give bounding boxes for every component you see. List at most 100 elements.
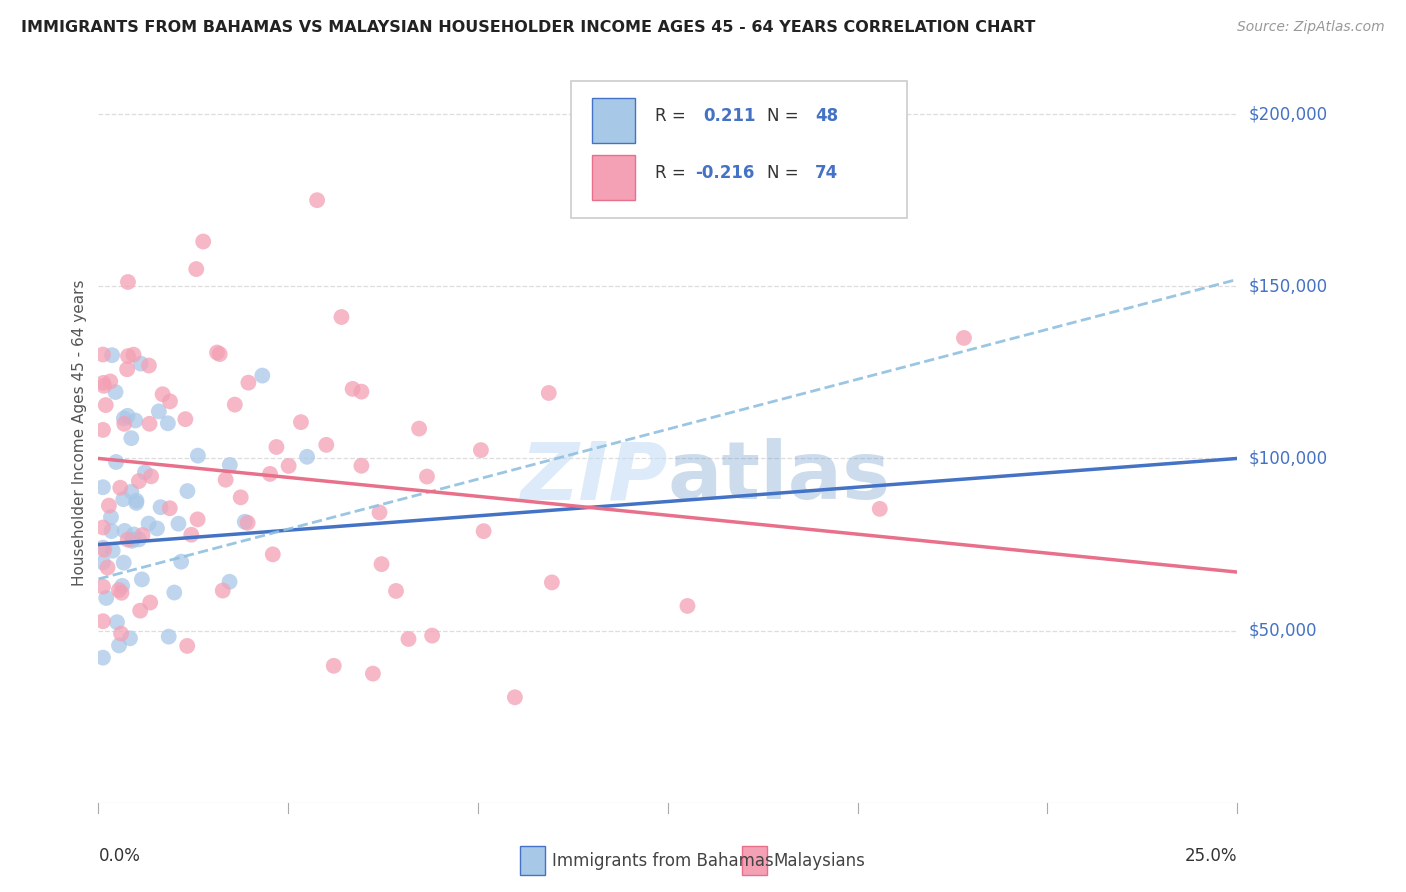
Point [125,493,148,508]
Point [128,533,150,547]
Point [361,666,384,681]
Point [146,521,169,535]
Point [98,375,121,389]
Point [122,527,145,541]
Point [170,555,193,569]
Point [205,345,228,359]
Point [342,382,364,396]
Point [138,516,160,531]
Point [112,556,135,570]
Point [101,348,124,362]
Point [295,450,318,464]
Point [277,458,299,473]
Point [218,574,240,589]
Point [108,582,131,597]
Point [350,384,373,399]
Point [157,630,180,644]
Point [139,469,162,483]
FancyBboxPatch shape [592,155,636,200]
Point [112,417,135,431]
Point [953,331,976,345]
Text: $100,000: $100,000 [1249,450,1327,467]
Point [541,575,564,590]
Point [94,398,117,412]
Point [91,580,114,594]
Text: N =: N = [766,108,804,126]
Text: -0.216: -0.216 [695,164,755,183]
Point [676,599,699,613]
Point [385,583,408,598]
Point [398,632,420,646]
Text: IMMIGRANTS FROM BAHAMAS VS MALAYSIAN HOUSEHOLDER INCOME AGES 45 - 64 YEARS CORRE: IMMIGRANTS FROM BAHAMAS VS MALAYSIAN HOU… [21,20,1035,35]
FancyBboxPatch shape [742,847,766,875]
Text: ZIP: ZIP [520,438,668,516]
Point [159,501,181,516]
Point [159,394,181,409]
Y-axis label: Householder Income Ages 45 - 64 years: Householder Income Ages 45 - 64 years [72,279,87,586]
Text: 0.211: 0.211 [703,108,755,126]
Point [180,527,202,541]
Point [112,492,135,507]
Point [290,415,312,429]
Point [129,357,152,371]
Text: atlas: atlas [668,438,891,516]
Point [134,466,156,480]
Point [93,542,115,557]
Text: 0.0%: 0.0% [98,847,141,865]
Point [163,585,186,599]
Point [115,362,138,376]
Point [91,480,114,494]
Point [121,533,143,548]
Text: Malaysians: Malaysians [773,852,866,870]
Point [869,501,891,516]
Point [176,484,198,499]
Point [108,639,131,653]
Point [187,449,209,463]
Point [167,516,190,531]
Point [208,347,231,361]
Point [112,411,135,425]
Point [156,417,179,431]
Point [266,440,288,454]
Point [91,614,114,628]
Point [100,524,122,538]
Point [537,386,560,401]
Point [503,690,526,705]
Point [117,275,139,289]
Text: N =: N = [766,164,804,183]
Point [117,533,139,547]
Point [214,473,236,487]
Point [91,556,114,570]
Point [96,591,118,605]
Point [236,516,259,530]
Point [233,515,256,529]
Point [97,499,120,513]
Point [117,349,139,363]
Point [252,368,274,383]
Point [110,586,132,600]
Point [218,458,240,472]
Text: R =: R = [655,108,692,126]
Point [350,458,373,473]
Point [91,541,114,555]
Point [131,528,153,542]
Point [91,347,114,361]
Text: $200,000: $200,000 [1249,105,1327,123]
Point [122,348,145,362]
Point [114,524,136,538]
Point [96,560,118,574]
Point [330,310,353,324]
Point [100,510,122,524]
Point [105,455,128,469]
Point [187,512,209,526]
FancyBboxPatch shape [592,98,636,143]
Point [124,413,146,427]
FancyBboxPatch shape [520,847,546,875]
Point [138,417,160,431]
Point [131,573,153,587]
Point [91,650,114,665]
Point [139,595,162,609]
Point [110,626,132,640]
Point [110,481,132,495]
Text: $150,000: $150,000 [1249,277,1327,295]
